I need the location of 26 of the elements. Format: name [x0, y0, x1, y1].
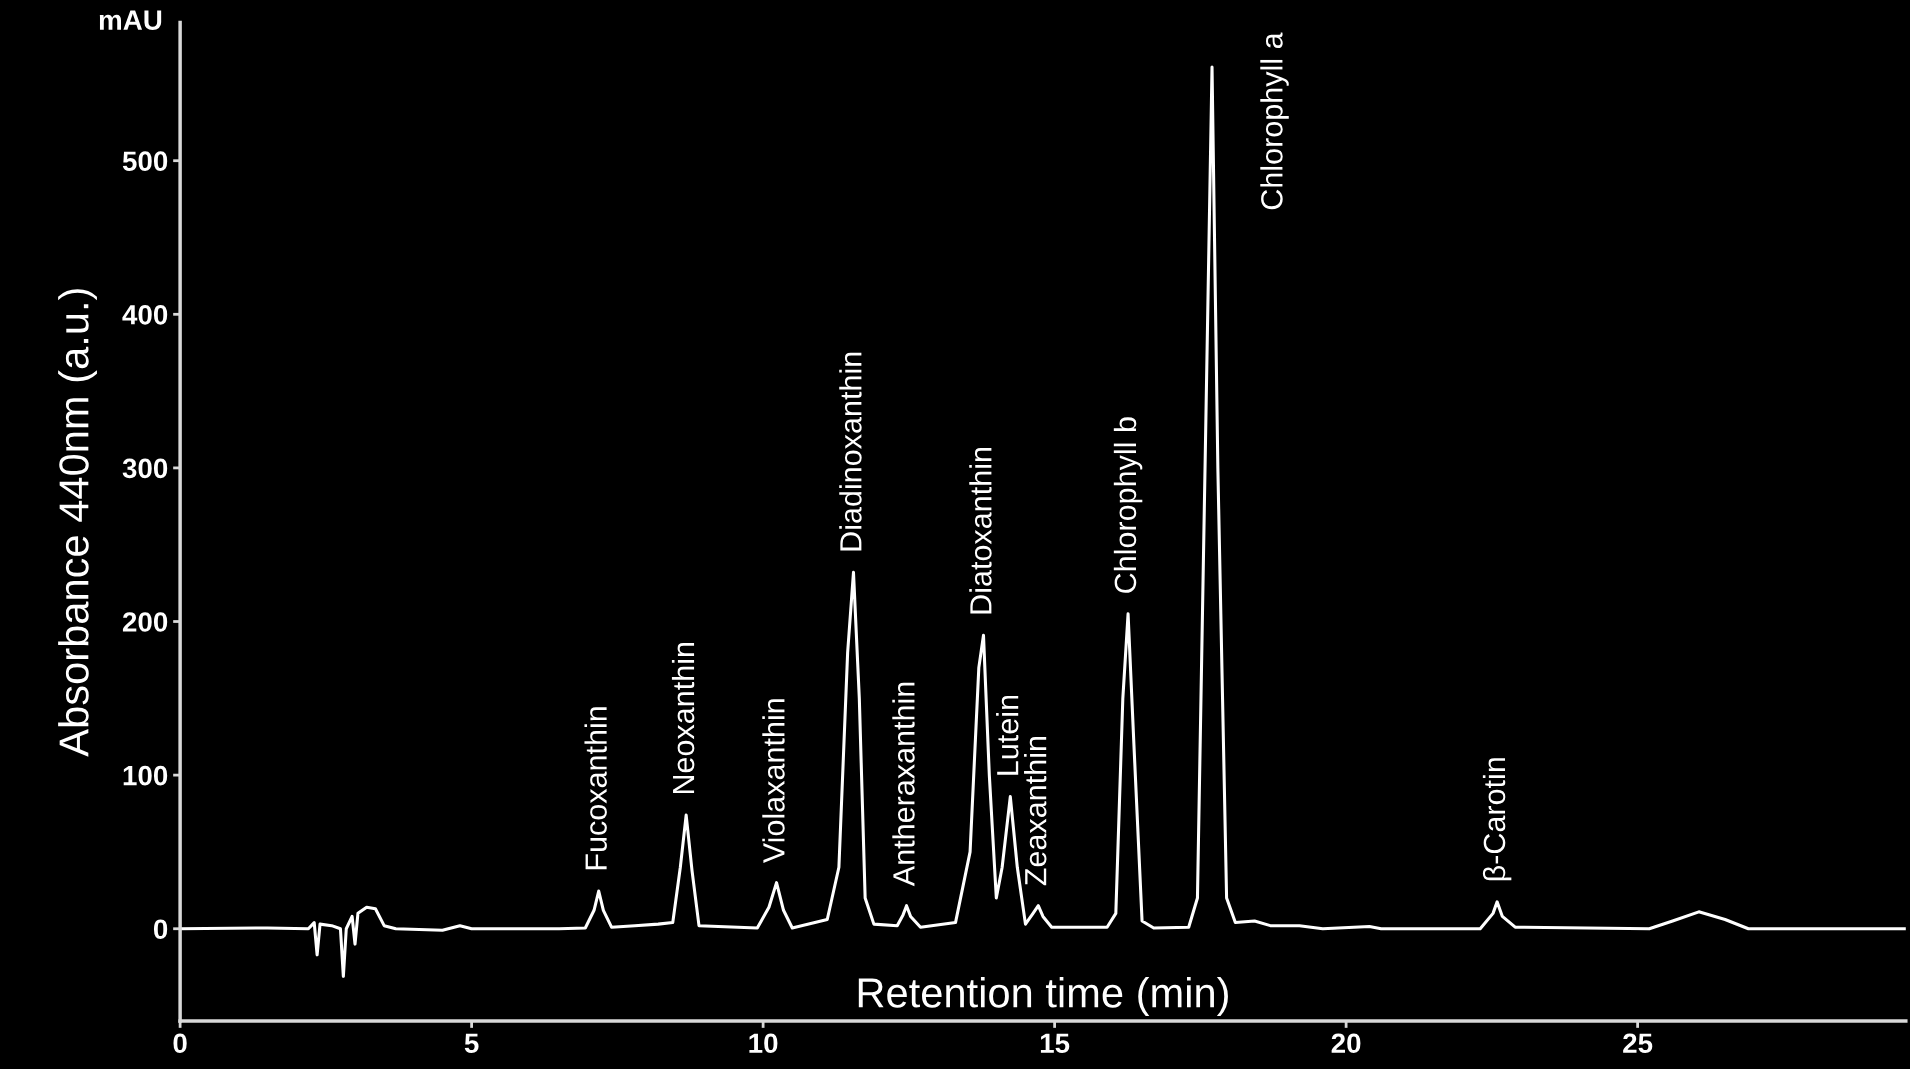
text: mAU — [99, 10, 162, 30]
y-tick-label: 0 — [153, 919, 168, 940]
x-tick-label: 5 — [464, 1033, 479, 1054]
y-tick-label: 400 — [122, 304, 168, 325]
annotation: Chlorophyll a — [1260, 32, 1289, 210]
y-tick-label: 300 — [122, 458, 168, 479]
y-tick-label: 200 — [122, 612, 168, 632]
annotation: Chlorophyll b — [1113, 417, 1143, 593]
annotation: β-Carotin — [1482, 758, 1512, 881]
y-tick-label: 500 — [122, 151, 168, 172]
x-tick-label: 20 — [1331, 1033, 1361, 1054]
y-tick-label: 100 — [123, 765, 168, 786]
x-tick-label: 10 — [749, 1033, 778, 1054]
annotation: Diadinoxanthin — [839, 352, 862, 551]
annotation: Diatoxanthin — [969, 448, 992, 614]
annotation: Fucoxanthin — [584, 707, 607, 870]
annotation: Antheraxanthin — [892, 682, 915, 887]
x-axis-title: Retention time (min) — [858, 977, 1228, 1016]
y-axis-title: Absorbance 440nm (a.u.) — [58, 289, 97, 757]
x-tick-label: 15 — [1040, 1033, 1070, 1054]
annotation: Neoxanthin — [671, 643, 695, 794]
x-tick-label: 0 — [173, 1033, 187, 1054]
annotation: Violaxanthin — [762, 699, 785, 864]
x-tick-label: 25 — [1623, 1033, 1653, 1054]
annotation: Lutein — [996, 695, 1019, 775]
annotation: Zeaxanthin — [1024, 737, 1047, 886]
